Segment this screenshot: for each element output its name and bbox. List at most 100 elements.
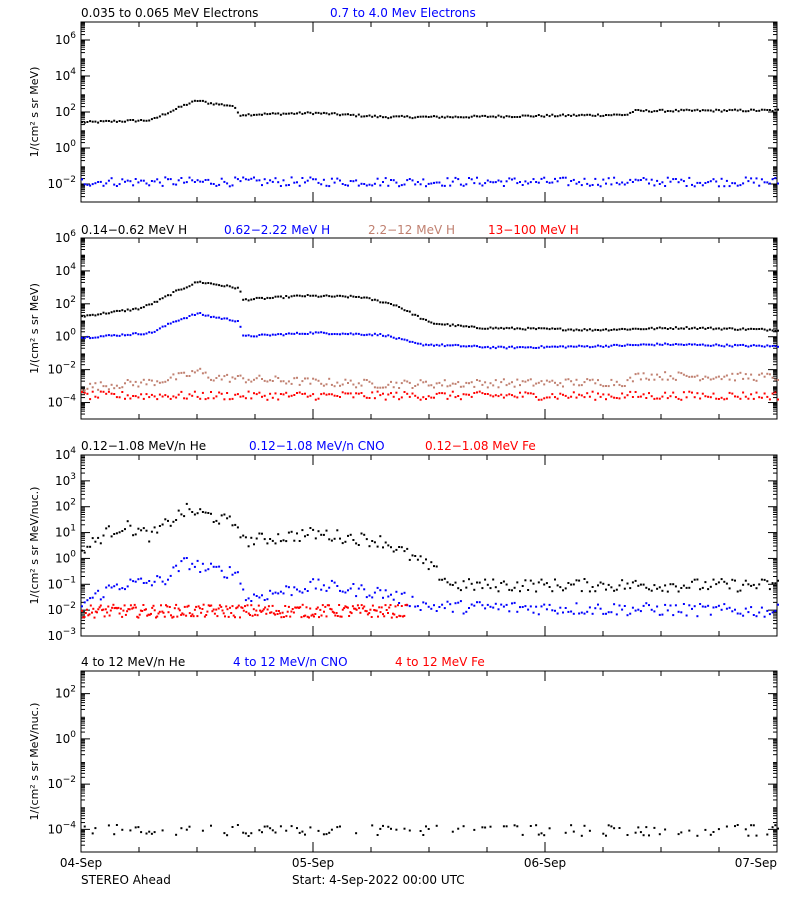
data-point [465, 325, 468, 328]
data-point [261, 532, 263, 535]
data-point [513, 328, 516, 331]
data-point [353, 607, 356, 610]
data-point [656, 179, 659, 182]
data-point [497, 395, 500, 398]
data-point [559, 114, 562, 117]
data-point [226, 608, 229, 611]
data-point [330, 579, 333, 582]
data-point [521, 346, 524, 349]
data-point [89, 337, 92, 340]
data-point [629, 390, 632, 393]
data-point [425, 558, 427, 561]
data-point [473, 325, 476, 328]
data-point [645, 343, 648, 346]
data-point [83, 825, 86, 828]
data-point [156, 300, 159, 303]
data-point [731, 578, 734, 581]
data-point [766, 329, 769, 332]
data-point [89, 314, 92, 317]
data-point [341, 113, 344, 116]
data-point [457, 116, 460, 119]
data-point [575, 579, 578, 582]
data-point [642, 604, 645, 607]
data-point [151, 606, 154, 609]
data-point [446, 115, 449, 118]
data-point [373, 609, 376, 611]
data-point [306, 333, 309, 335]
data-point [473, 344, 476, 347]
data-point [274, 375, 277, 378]
data-point [559, 345, 562, 348]
data-point [468, 393, 470, 396]
data-point [349, 587, 352, 590]
data-point [390, 303, 392, 305]
data-point [236, 824, 239, 826]
data-point [742, 343, 745, 346]
y-tick-label: 10−4 [47, 820, 76, 836]
data-point [356, 604, 359, 607]
data-point [279, 380, 282, 383]
data-point [258, 334, 261, 336]
data-point [422, 381, 425, 384]
data-point [239, 180, 242, 183]
data-point [744, 344, 747, 347]
data-point [371, 334, 374, 337]
data-point [750, 393, 753, 396]
data-point [395, 381, 398, 384]
data-point [220, 569, 223, 572]
data-point [208, 604, 211, 607]
data-point [175, 833, 178, 836]
data-point [540, 327, 543, 330]
data-point [183, 317, 186, 320]
data-point [605, 385, 607, 387]
data-point [150, 331, 153, 334]
data-point [537, 346, 540, 349]
data-point [408, 310, 411, 313]
data-point [645, 109, 648, 112]
data-point [551, 379, 554, 382]
data-point [470, 178, 473, 181]
data-point [468, 177, 470, 179]
data-point [223, 317, 226, 320]
data-point [261, 113, 263, 116]
data-point [516, 396, 519, 399]
data-point [438, 381, 441, 384]
data-point [408, 381, 411, 384]
data-point [631, 606, 634, 609]
data-point [494, 326, 497, 329]
data-point [247, 597, 250, 600]
data-point [521, 395, 524, 398]
y-tick-label: 100 [55, 328, 76, 344]
data-point [484, 826, 487, 829]
data-point [634, 373, 637, 376]
data-point [279, 825, 282, 828]
data-point [253, 543, 255, 546]
data-point [239, 114, 242, 117]
data-point [717, 185, 720, 188]
data-point [376, 177, 379, 180]
data-point [734, 379, 736, 382]
data-point [736, 184, 739, 187]
data-point [139, 609, 142, 612]
data-point [777, 827, 779, 830]
data-point [642, 110, 645, 113]
data-point [610, 378, 613, 381]
data-point [81, 336, 83, 339]
data-point [339, 179, 341, 182]
plot-frame [80, 670, 778, 853]
data-point [650, 589, 653, 592]
data-point [725, 327, 728, 330]
data-point [771, 611, 774, 614]
data-point [148, 378, 151, 381]
data-point [339, 384, 341, 387]
data-point [605, 398, 607, 401]
data-point [330, 177, 333, 180]
data-point [704, 375, 707, 378]
data-point [309, 394, 312, 397]
data-point [723, 327, 726, 330]
data-point [196, 369, 199, 372]
data-point [430, 182, 433, 185]
data-point [438, 181, 441, 184]
data-point [153, 831, 156, 834]
data-point [355, 332, 358, 335]
